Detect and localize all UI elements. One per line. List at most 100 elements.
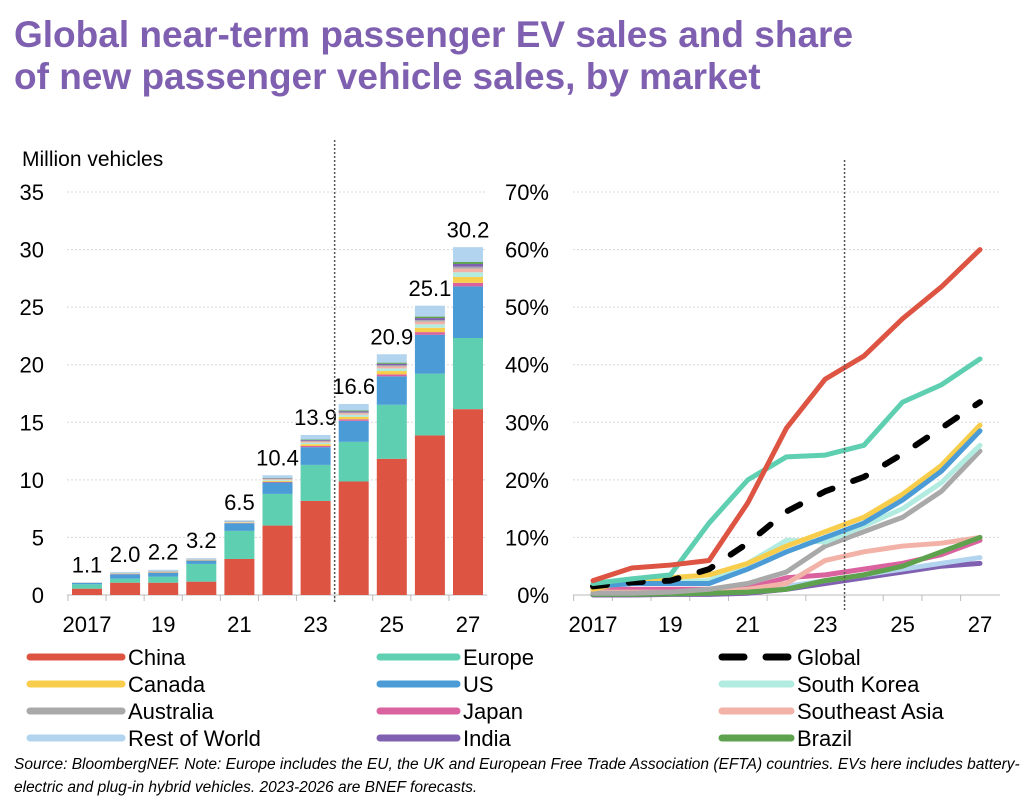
x-tick-label: 27: [968, 612, 992, 637]
bar-segment-canada: [453, 276, 483, 283]
y-tick-label: 35: [20, 180, 44, 205]
bar-segment-rest-of-world: [110, 571, 141, 573]
y-tick-label: 10: [20, 468, 44, 493]
bar-segment-brazil: [376, 362, 407, 364]
bar-segment-china: [414, 435, 445, 595]
title-line-1: Global near-term passenger EV sales and …: [14, 14, 854, 55]
bar-segment-canada: [414, 327, 445, 333]
bar-segment-us: [148, 572, 179, 577]
bar-segment-india: [414, 318, 445, 321]
bar-segment-rest-of-world: [453, 247, 483, 263]
bar-segment-china: [72, 588, 102, 595]
y-tick-label: 0%: [517, 583, 549, 608]
bar-segment-south-korea: [262, 479, 293, 481]
y-tick-label: 5: [32, 525, 44, 550]
y-tick-label: 60%: [505, 238, 549, 263]
bar-segment-south-korea: [338, 414, 369, 417]
bar-segment-us: [224, 523, 255, 531]
bar-segment-japan: [338, 419, 369, 421]
bar-segment-us: [72, 582, 102, 585]
bar-segment-china: [300, 500, 331, 595]
y-tick-label: 30: [20, 238, 44, 263]
x-tick-label: 21: [736, 612, 760, 637]
bar-segment-europe: [148, 576, 179, 583]
bar-segment-china: [453, 409, 483, 595]
bar-segment-australia: [338, 412, 369, 414]
legend-label: India: [463, 726, 511, 751]
bar-segment-china: [262, 525, 293, 595]
bar-segment-japan: [300, 446, 331, 448]
bar-total-label: 6.5: [224, 490, 255, 515]
legend-label: Japan: [463, 699, 523, 724]
y-tick-label: 15: [20, 410, 44, 435]
bar-segment-canada: [376, 371, 407, 375]
bar-segment-us: [376, 376, 407, 405]
bar-total-label: 3.2: [186, 528, 217, 553]
line-australia: [590, 448, 983, 596]
y-tick-label: 20%: [505, 468, 549, 493]
bar-segment-europe: [414, 373, 445, 436]
bar-total-label: 20.9: [370, 324, 413, 349]
x-tick-label: 19: [658, 612, 682, 637]
bar-segment-us: [110, 574, 141, 579]
bar-total-label: 25.1: [408, 276, 451, 301]
bar-segment-china: [186, 581, 217, 595]
legend-label: Brazil: [797, 726, 852, 751]
bar-total-label: 16.6: [332, 374, 375, 399]
bar-segment-southeast-asia: [262, 479, 293, 480]
source-note: Source: BloombergNEF. Note: Europe inclu…: [14, 756, 1020, 796]
bar-segment-brazil: [338, 410, 369, 412]
x-tick-label: 21: [227, 612, 251, 637]
bar-segment-europe: [224, 530, 255, 559]
bar-segment-europe: [186, 563, 217, 582]
bar-segment-europe: [110, 578, 141, 583]
title-line-2: of new passenger vehicle sales, by marke…: [14, 56, 761, 97]
bar-segment-japan: [453, 282, 483, 287]
bar-segment-australia: [414, 320, 445, 322]
bar-segment-rest-of-world: [224, 520, 255, 522]
legend-label: China: [128, 645, 186, 670]
legend-label: US: [463, 672, 494, 697]
bar-segment-india: [300, 440, 331, 441]
legend-label: Rest of World: [128, 726, 261, 751]
line-europe: [590, 356, 983, 586]
share-line-chart: 0% 10% 20% 30% 40% 50% 60% 70% 2017 19 21 23 25 27: [505, 160, 1000, 637]
bar-segment-europe: [376, 404, 407, 459]
bar-segment-southeast-asia: [376, 366, 407, 369]
bar-total-label: 2.0: [110, 542, 141, 567]
bar-segment-us: [453, 286, 483, 339]
legend-label: Global: [797, 645, 861, 670]
chart-title: Global near-term passenger EV sales and …: [14, 14, 853, 98]
bar-segment-china: [376, 458, 407, 595]
bar-segment-rest-of-world: [414, 305, 445, 317]
bar-segment-india: [376, 363, 407, 366]
bar-segment-rest-of-world: [148, 569, 179, 571]
legend-label: Europe: [463, 645, 534, 670]
bar-segment-china: [148, 582, 179, 595]
bar-segment-us: [300, 447, 331, 465]
bar-segment-japan: [414, 332, 445, 335]
bar-total-label: 30.2: [447, 217, 490, 242]
y-tick-label: 10%: [505, 525, 549, 550]
bar-segment-rest-of-world: [376, 354, 407, 363]
bar-segment-rest-of-world: [300, 434, 331, 440]
bar-total-label: 13.9: [294, 405, 337, 430]
bar-segment-china: [338, 481, 369, 595]
bar-segment-europe: [72, 584, 102, 589]
x-tick-label: 19: [151, 612, 175, 637]
bar-segment-us: [414, 334, 445, 374]
x-tick-label: 25: [380, 612, 404, 637]
line-china: [590, 247, 983, 584]
bar-segment-south-korea: [414, 324, 445, 328]
y-tick-label: 70%: [505, 180, 549, 205]
bar-total-label: 10.4: [256, 445, 299, 470]
sales-bar-chart: Million vehicles 0 5 10 15 20 25 30 35 1.1 2.0 2.2…: [20, 140, 490, 637]
legend: China Europe Global Canada US South Korea Aust…: [26, 645, 945, 751]
x-tick-label: 23: [813, 612, 837, 637]
bar-segment-australia: [453, 266, 483, 269]
bar-segment-australia: [376, 365, 407, 367]
bar-segment-brazil: [414, 316, 445, 319]
bar-segment-europe: [262, 493, 293, 526]
bar-segment-us: [186, 560, 217, 564]
